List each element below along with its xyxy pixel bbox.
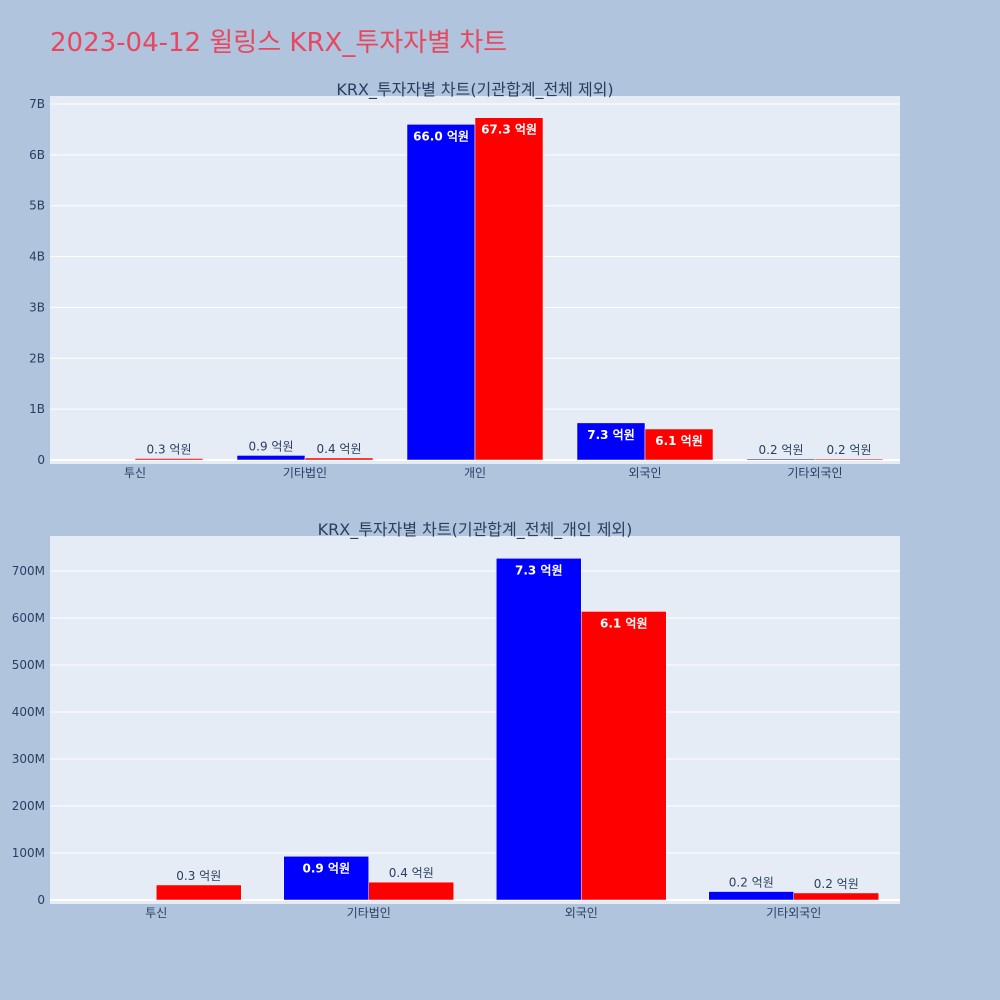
data-label: 0.3 억원 <box>176 869 221 883</box>
x-tick-label: 외국인 <box>565 906 598 920</box>
bar-sell <box>474 117 544 461</box>
y-tick-label: 3B <box>29 300 45 314</box>
x-tick-label: 기타법인 <box>347 906 391 920</box>
plot-area <box>50 536 900 904</box>
data-label: 0.2 억원 <box>729 876 774 890</box>
bar-buy <box>708 891 794 901</box>
data-label: 0.4 억원 <box>389 866 434 880</box>
y-tick-label: 600M <box>12 611 45 625</box>
bar-sell <box>581 611 667 901</box>
data-label: 66.0 억원 <box>413 129 469 143</box>
bar-buy <box>283 856 369 901</box>
bar-buy <box>406 124 476 461</box>
x-tick-label: 기타법인 <box>283 466 327 480</box>
data-label: 6.1 억원 <box>655 434 703 448</box>
bar-sell <box>134 458 204 461</box>
y-tick-label: 0 <box>37 893 45 907</box>
y-tick-label: 2B <box>29 351 45 365</box>
x-tick-label: 기타외국인 <box>787 466 842 480</box>
x-tick-label: 개인 <box>464 466 486 480</box>
bar-buy <box>746 458 816 461</box>
data-label: 6.1 억원 <box>600 616 648 630</box>
data-label: 0.9 억원 <box>249 439 294 453</box>
bar-buy <box>496 558 582 901</box>
chart-title: KRX_투자자별 차트(기관합계_전체 제외) <box>336 80 613 100</box>
x-tick-label: 외국인 <box>628 466 661 480</box>
chart-2: 0 100M 200M 300M 400M 500M 600M 700M KRX_투자자별 차트… <box>12 520 900 920</box>
data-label: 7.3 억원 <box>587 428 635 442</box>
y-tick-label: 6B <box>29 148 45 162</box>
chart-title: KRX_투자자별 차트(기관합계_전체_개인 제외) <box>318 520 633 540</box>
x-tick-label: 기타외국인 <box>766 906 821 920</box>
bar-sell <box>644 428 714 461</box>
y-tick-label: 100M <box>12 846 45 860</box>
bar-sell <box>156 884 242 901</box>
y-tick-label: 200M <box>12 799 45 813</box>
chart-1: 0 1B 2B 3B 4B 5B 6B 7B KRX_투자자별 차트(기관합계_전체 제외) 투신… <box>29 80 900 480</box>
data-label: 0.9 억원 <box>302 861 350 875</box>
data-label: 67.3 억원 <box>481 123 537 137</box>
bar-sell <box>793 892 879 901</box>
x-tick-label: 투신 <box>145 906 167 920</box>
y-tick-label: 700M <box>12 564 45 578</box>
y-tick-label: 5B <box>29 199 45 213</box>
bar-buy <box>236 455 306 461</box>
y-tick-label: 300M <box>12 752 45 766</box>
data-label: 0.2 억원 <box>827 443 872 457</box>
y-tick-label: 500M <box>12 658 45 672</box>
data-label: 0.3 억원 <box>147 442 192 456</box>
bar-sell <box>814 458 884 461</box>
data-label: 0.2 억원 <box>814 877 859 891</box>
bar-sell <box>368 881 454 901</box>
y-tick-label: 7B <box>29 97 45 111</box>
y-tick-label: 0 <box>37 453 45 467</box>
data-label: 0.4 억원 <box>317 442 362 456</box>
x-tick-label: 투신 <box>124 466 146 480</box>
page-title: 2023-04-12 윌링스 KRX_투자자별 차트 <box>50 28 508 58</box>
y-tick-label: 400M <box>12 705 45 719</box>
y-tick-label: 1B <box>29 402 45 416</box>
y-tick-label: 4B <box>29 250 45 264</box>
data-label: 7.3 억원 <box>515 563 563 577</box>
data-label: 0.2 억원 <box>759 443 804 457</box>
bar-sell <box>304 457 374 461</box>
